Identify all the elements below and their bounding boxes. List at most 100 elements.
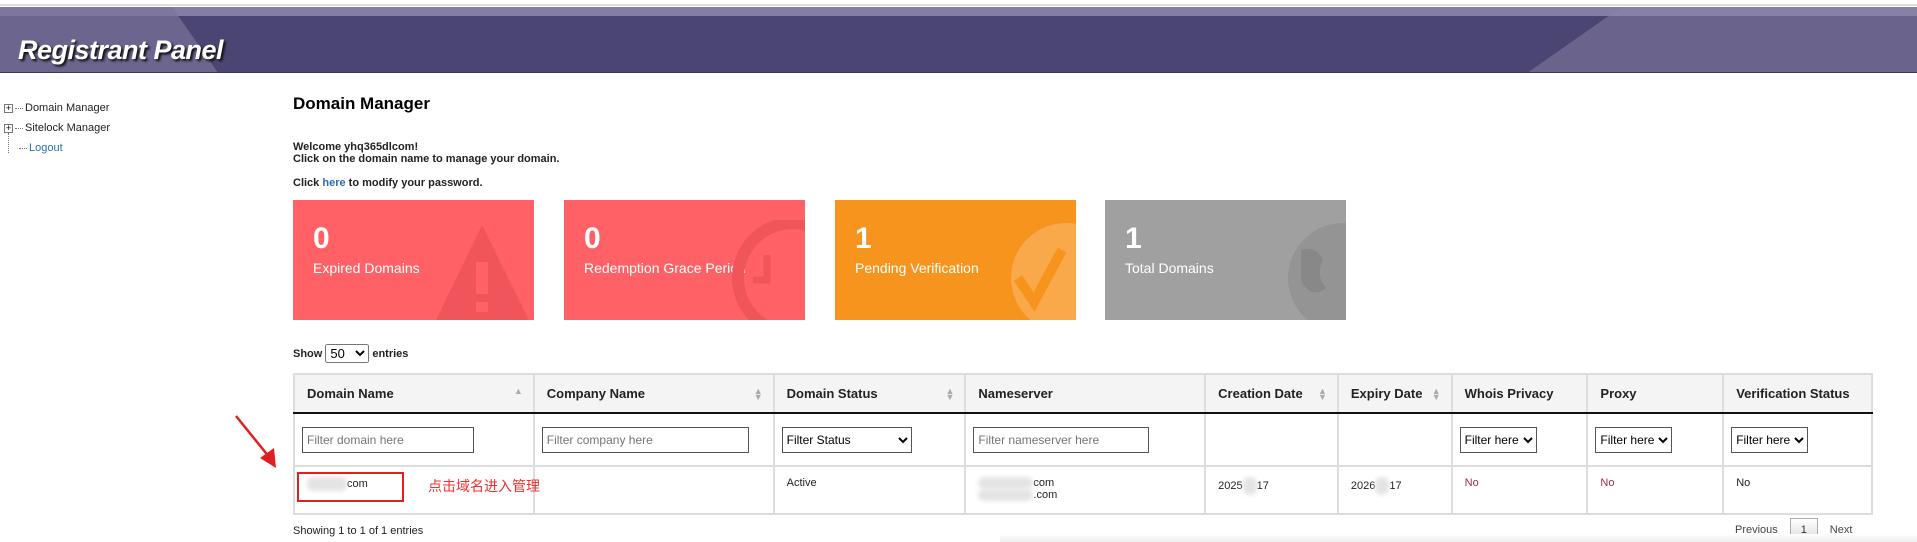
show-label: Show <box>293 347 323 360</box>
card-label: Total Domains <box>1125 260 1214 276</box>
top-border <box>0 4 1917 6</box>
page-title: Domain Manager <box>293 94 430 113</box>
instruction-text: Click on the domain name to manage your … <box>293 153 560 165</box>
cell-proxy: No <box>1587 466 1725 515</box>
header-expiry-date[interactable]: Expiry Date ▲ ▼ <box>1337 374 1453 414</box>
filter-cell <box>965 413 1207 467</box>
password-prefix: Click <box>293 177 323 189</box>
domain-table: Domain Name ▲ Company Name ▲ ▼ Domain Statu… <box>293 373 1873 515</box>
tree-connector <box>15 107 23 109</box>
tree-connector <box>8 133 19 153</box>
header-label: Verification Status <box>1736 386 1850 401</box>
header-label: Nameserver <box>978 386 1053 401</box>
card-total-domains[interactable]: 1 Total Domains <box>1105 200 1346 320</box>
date-part: 2025 <box>1218 479 1243 492</box>
filter-proxy-select[interactable]: Filter here <box>1595 426 1673 453</box>
bottom-shadow <box>1000 534 1917 542</box>
next-button[interactable]: Next <box>1829 524 1853 536</box>
check-icon <box>1011 223 1076 320</box>
sort-icon: ▲ ▼ <box>1317 386 1327 402</box>
header-domain-name[interactable]: Domain Name ▲ <box>294 374 535 414</box>
domain-link[interactable]: com <box>347 477 368 490</box>
password-text: Click here to modify your password. <box>293 177 483 189</box>
warning-icon <box>436 225 529 320</box>
tree-connector <box>15 127 23 129</box>
logout-link[interactable]: Logout <box>29 142 63 154</box>
clock-icon <box>732 220 805 320</box>
entries-length: Show 50 entries <box>293 344 408 363</box>
sidebar-item-sitelock-manager[interactable]: + Sitelock Manager <box>4 118 110 138</box>
sidebar-item-label: Domain Manager <box>25 102 110 114</box>
cell-whois: No <box>1451 466 1589 515</box>
card-count: 0 <box>584 222 601 255</box>
sidebar-item-domain-manager[interactable]: + Domain Manager <box>4 98 110 118</box>
header-banner: Registrant Panel <box>0 7 1917 73</box>
card-label: Redemption Grace Period <box>584 260 746 276</box>
redacted-blur <box>978 489 1034 502</box>
card-pending-verification[interactable]: 1 Pending Verification <box>835 200 1076 320</box>
header-label: Proxy <box>1600 386 1637 401</box>
redacted-blur <box>1375 477 1390 495</box>
password-suffix: to modify your password. <box>345 177 483 189</box>
banner-sheen <box>0 7 1917 16</box>
header-nameserver: Nameserver <box>965 374 1207 414</box>
filter-verification-select[interactable]: Filter here <box>1731 426 1809 453</box>
filter-cell: Filter here <box>1587 413 1725 467</box>
filter-domain-input[interactable] <box>302 426 474 453</box>
card-count: 0 <box>313 222 330 255</box>
change-password-link[interactable]: here <box>322 177 346 189</box>
cell-status: Active <box>773 466 967 515</box>
sort-icon: ▲ ▼ <box>753 386 763 402</box>
welcome-text: Welcome yhq365dlcom! <box>293 141 419 153</box>
previous-button[interactable]: Previous <box>1735 524 1778 536</box>
nameserver-1: com <box>1033 477 1055 489</box>
table-row: com Active com .com 2025 17 2026 17 No No N… <box>294 466 1873 515</box>
header-company-name[interactable]: Company Name ▲ ▼ <box>533 374 775 414</box>
filter-company-input[interactable] <box>541 426 749 453</box>
header-domain-status[interactable]: Domain Status ▲ ▼ <box>773 374 967 414</box>
annotation-highlight-box <box>297 472 404 502</box>
date-part: 17 <box>1256 479 1269 492</box>
header-whois-privacy: Whois Privacy <box>1451 374 1589 414</box>
sort-asc-icon: ▲ <box>513 386 523 396</box>
tree-connector <box>19 147 27 149</box>
filter-cell <box>1337 413 1453 467</box>
cell-nameserver: com .com <box>965 466 1207 515</box>
plus-expander-icon[interactable]: + <box>4 102 13 113</box>
filter-status-select[interactable]: Filter Status <box>781 426 912 453</box>
sort-icon: ▲ ▼ <box>1431 386 1441 402</box>
entries-label: entries <box>372 347 409 360</box>
globe-icon <box>1288 223 1346 320</box>
filter-cell <box>294 413 535 467</box>
annotation-arrow-icon <box>235 415 276 468</box>
header-label: Domain Status <box>786 386 878 401</box>
redacted-blur <box>307 477 347 491</box>
filter-cell: Filter Status <box>773 413 967 467</box>
filter-cell <box>533 413 775 467</box>
app-title: Registrant Panel <box>18 35 224 65</box>
cell-domain[interactable]: com <box>294 466 535 515</box>
cell-company <box>533 466 775 515</box>
filter-cell: Filter here <box>1451 413 1589 467</box>
header-label: Domain Name <box>307 386 394 401</box>
banner-swoosh <box>1464 7 1917 72</box>
header-proxy: Proxy <box>1587 374 1725 414</box>
date-part: 17 <box>1389 479 1402 492</box>
sidebar-item-logout[interactable]: Logout <box>4 133 110 158</box>
cell-expiry-date: 2026 17 <box>1337 466 1453 515</box>
filter-cell: Filter here <box>1723 413 1873 467</box>
entries-select[interactable]: 50 <box>325 344 370 363</box>
cell-creation-date: 2025 17 <box>1205 466 1339 515</box>
card-redemption-grace[interactable]: 0 Redemption Grace Period <box>564 200 805 320</box>
nameserver-2: .com <box>1033 489 1058 502</box>
filter-cell <box>1205 413 1339 467</box>
plus-expander-icon[interactable]: + <box>4 122 13 133</box>
redacted-blur <box>978 477 1034 490</box>
filter-whois-select[interactable]: Filter here <box>1459 426 1537 453</box>
card-expired-domains[interactable]: 0 Expired Domains <box>293 200 534 320</box>
table-info: Showing 1 to 1 of 1 entries <box>293 525 424 537</box>
date-part: 2026 <box>1350 479 1376 492</box>
filter-nameserver-input[interactable] <box>973 426 1150 453</box>
header-label: Expiry Date <box>1350 386 1423 401</box>
header-creation-date[interactable]: Creation Date ▲ ▼ <box>1205 374 1339 414</box>
